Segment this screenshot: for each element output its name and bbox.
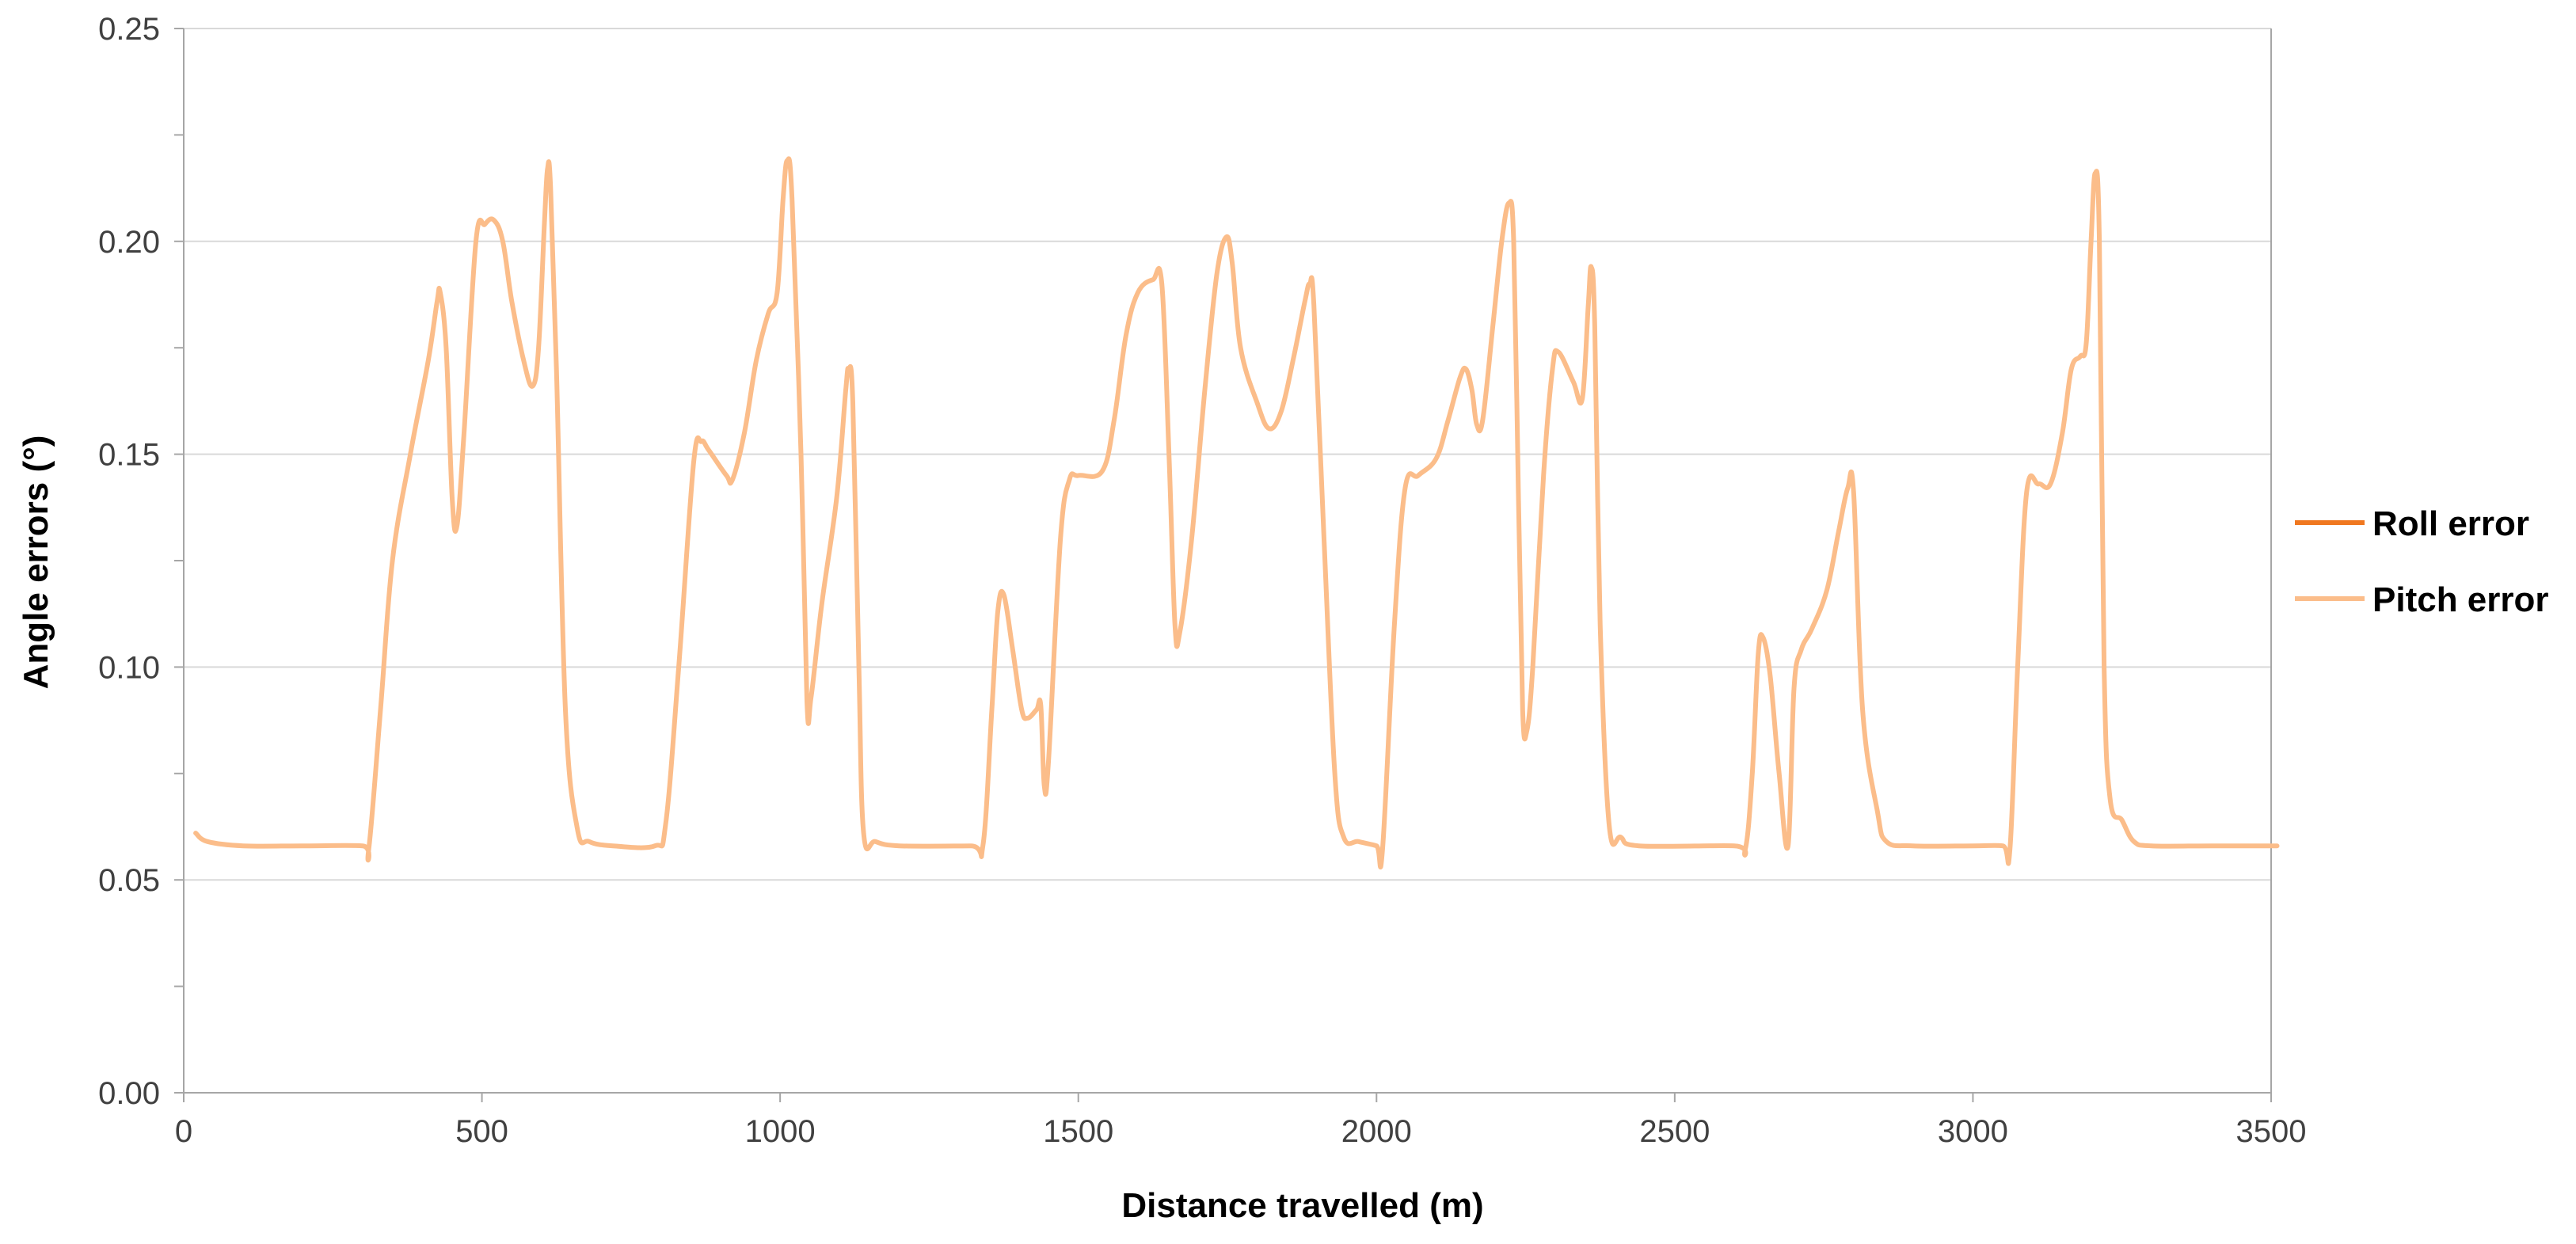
x-tick-label: 2000	[1341, 1114, 1412, 1149]
x-tick-label: 1500	[1043, 1114, 1113, 1149]
x-tick-label: 1000	[745, 1114, 816, 1149]
data-series	[193, 156, 2280, 869]
x-tick-label: 2500	[1639, 1114, 1710, 1149]
tick-labels: 0.00 0.05 0.10 0.15 0.20 0.25 0 500 1000 1500 2000…	[98, 12, 2306, 1149]
y-tick-label: 0.00	[98, 1076, 160, 1111]
x-tick-label: 0	[175, 1114, 192, 1149]
x-tick-label: 3500	[2236, 1114, 2307, 1149]
y-axis-title: Angle errors (°)	[17, 436, 55, 690]
x-tick-label: 3000	[1938, 1114, 2008, 1149]
y-tick-label: 0.20	[98, 225, 160, 260]
legend: Roll error Pitch error	[2295, 504, 2549, 619]
pitch-error-line	[193, 156, 2280, 869]
y-tick-label: 0.25	[98, 12, 160, 47]
x-axis-title: Distance travelled (m)	[1121, 1186, 1483, 1225]
legend-label-roll-error: Roll error	[2372, 504, 2529, 543]
legend-label-pitch-error: Pitch error	[2372, 580, 2549, 619]
y-tick-label: 0.10	[98, 650, 160, 685]
axes	[174, 28, 2272, 1102]
gridlines	[184, 28, 2271, 881]
y-tick-label: 0.05	[98, 863, 160, 898]
y-tick-label: 0.15	[98, 438, 160, 473]
x-tick-label: 500	[455, 1114, 508, 1149]
